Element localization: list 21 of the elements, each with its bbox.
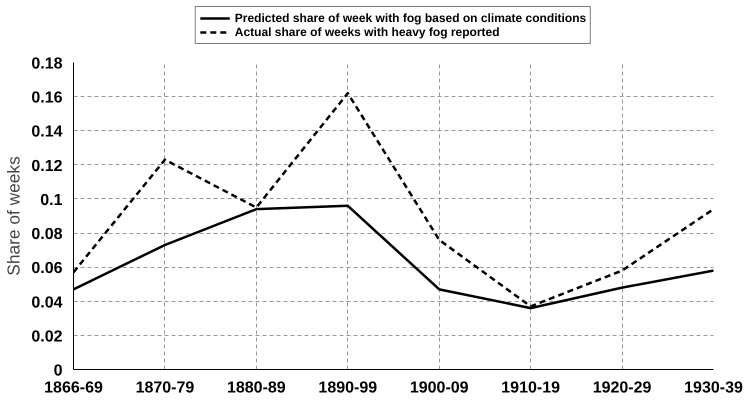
- y-tick-label: 0.14: [31, 124, 63, 141]
- x-tick-label: 1920-29: [592, 380, 652, 396]
- y-tick-label: 0: [54, 362, 63, 380]
- x-tick-label: 1890-99: [318, 380, 378, 396]
- x-tick-label: 1870-79: [136, 380, 194, 396]
- y-tick-label: 0.18: [31, 56, 63, 72]
- x-tick-label: 1880-89: [227, 380, 286, 396]
- y-tick-label: 0.04: [31, 294, 63, 312]
- x-tick-label: 1866-69: [44, 380, 103, 396]
- x-tick-label: 1910-19: [501, 380, 560, 396]
- legend-label: Predicted share of week with fog based on climate conditions: [234, 11, 586, 25]
- y-tick-label: 0.1: [40, 192, 63, 209]
- legend-label: Actual share of weeks with heavy fog reported: [234, 25, 500, 39]
- y-tick-label: 0.16: [31, 90, 63, 107]
- x-tick-label: 1900-09: [410, 380, 469, 396]
- y-tick-label: 0.02: [31, 328, 63, 346]
- y-tick-label: 0.06: [31, 260, 63, 278]
- y-axis-title: Share of weeks: [3, 156, 24, 276]
- x-tick-label: 1930-39: [684, 380, 743, 396]
- y-tick-label: 0.12: [31, 158, 63, 175]
- y-tick-label: 0.08: [31, 226, 63, 244]
